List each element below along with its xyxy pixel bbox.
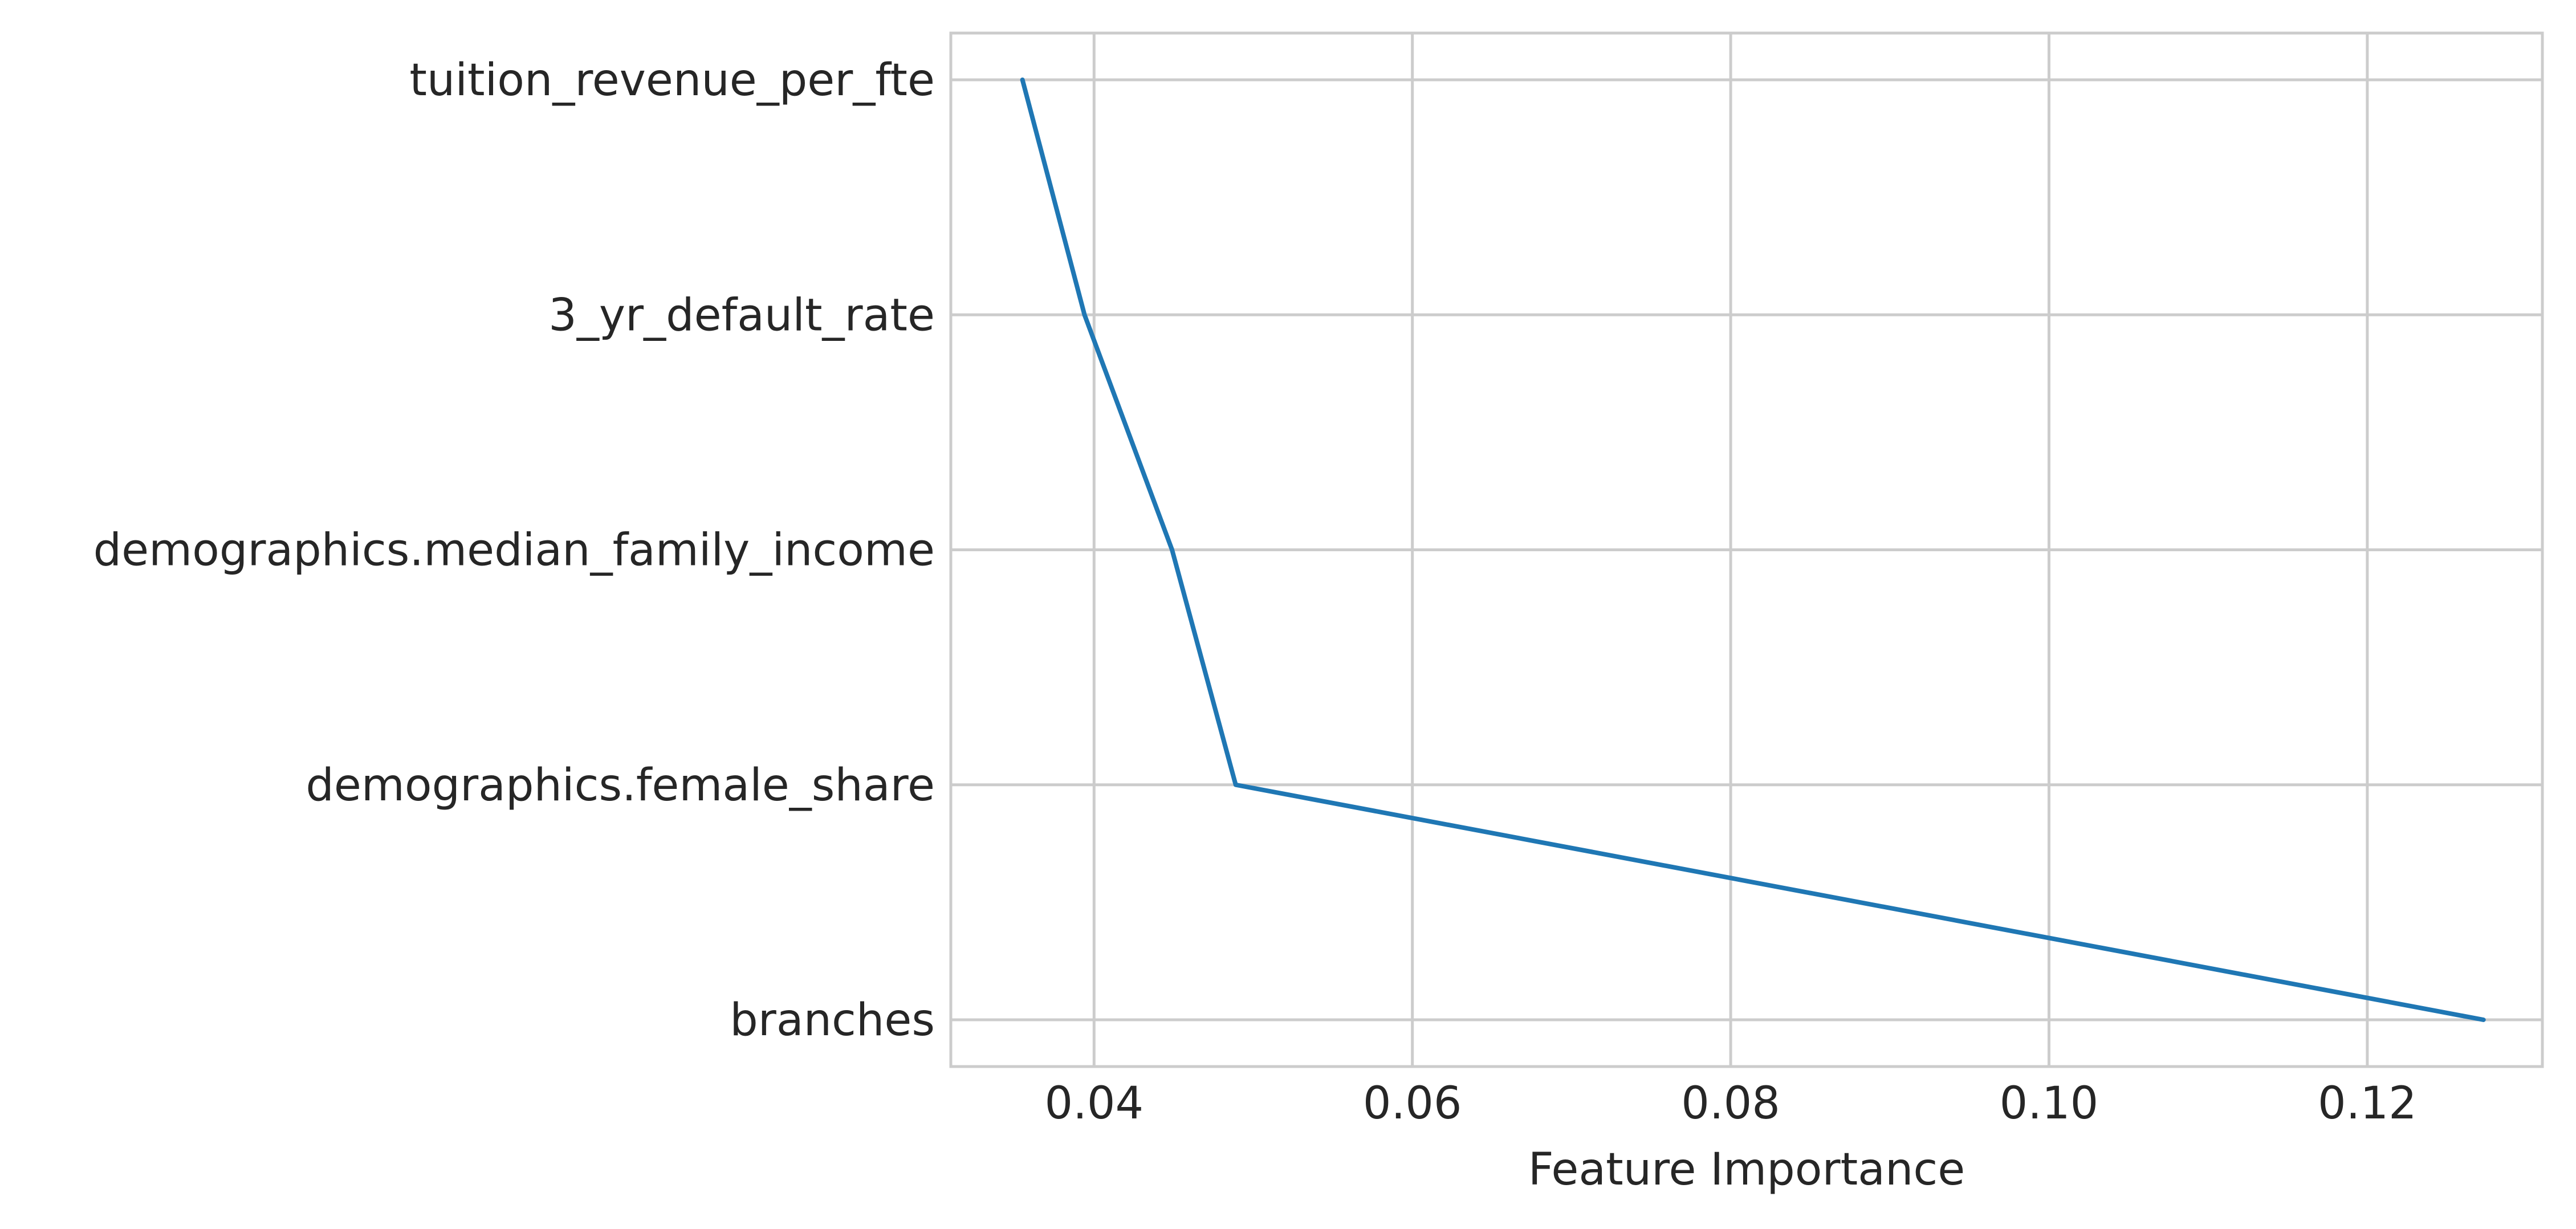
x-tick-label: 0.08: [1681, 1078, 1780, 1129]
grid-layer: [951, 33, 2542, 1067]
x-tick-label: 0.10: [2000, 1078, 2099, 1129]
x-tick-label: 0.12: [2318, 1078, 2417, 1129]
x-tick-label: 0.06: [1363, 1078, 1462, 1129]
y-category-label: tuition_revenue_per_fte: [409, 55, 935, 106]
plot-frame: [949, 31, 2544, 1068]
y-category-label: branches: [730, 995, 935, 1046]
y-category-label: 3_yr_default_rate: [548, 290, 935, 341]
x-axis-label: Feature Importance: [1528, 1144, 1965, 1195]
importance-series-line: [1020, 78, 2486, 1022]
x-tick-label: 0.04: [1044, 1078, 1143, 1129]
x-axis: 0.04 0.06 0.08 0.10 0.12: [1044, 1078, 2416, 1129]
y-category-label: demographics.female_share: [306, 760, 935, 811]
y-axis: tuition_revenue_per_fte 3_yr_default_rate…: [93, 55, 935, 1046]
y-category-label: demographics.median_family_income: [93, 525, 935, 576]
